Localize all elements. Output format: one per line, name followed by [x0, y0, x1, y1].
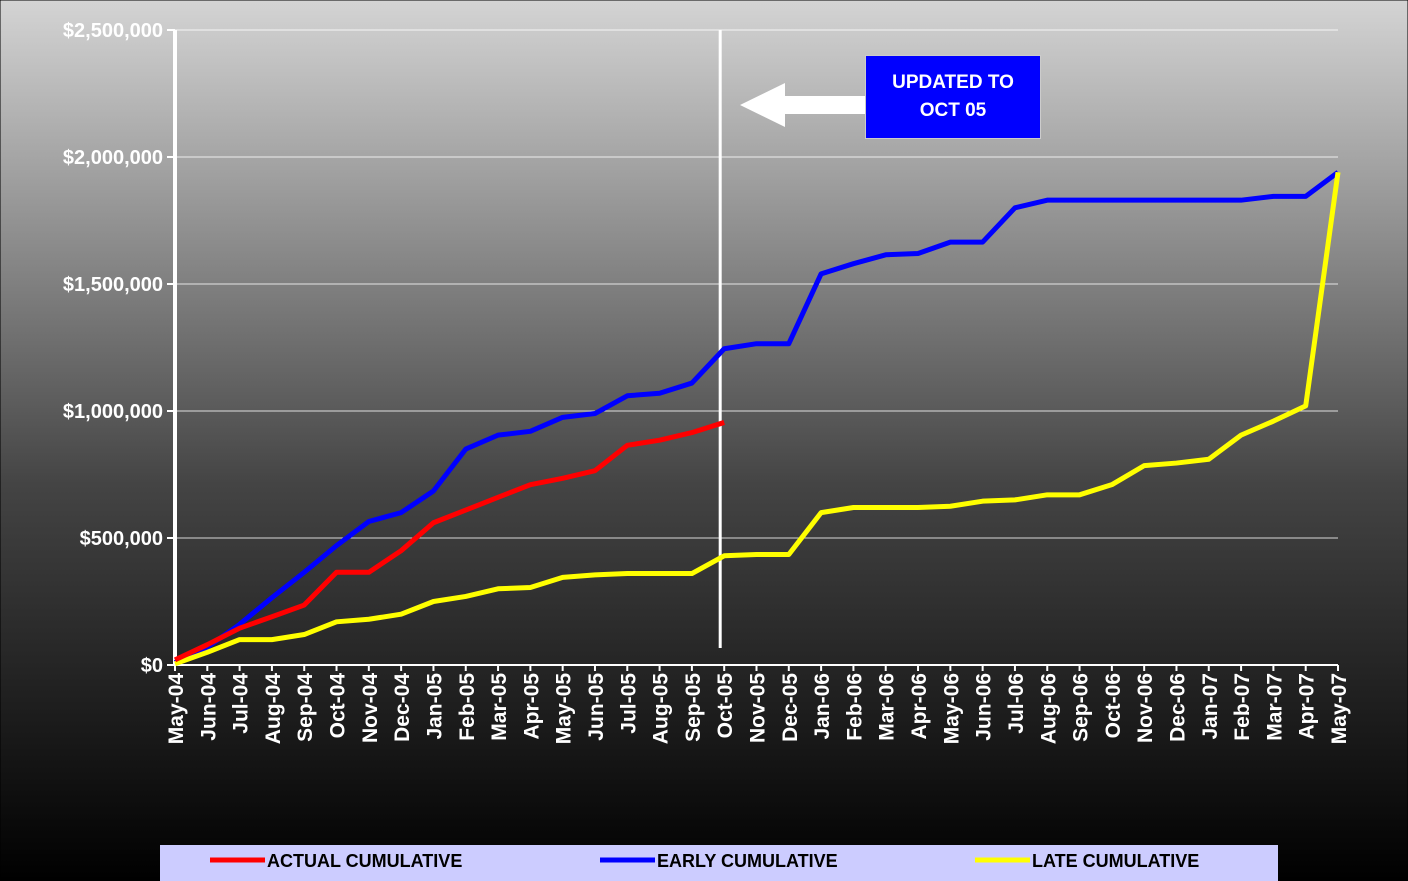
- x-tick-label: Sep-04: [294, 673, 317, 742]
- x-tick-label: Jan-06: [811, 673, 834, 740]
- x-tick-label: Dec-05: [779, 673, 802, 742]
- x-tick-label: Oct-05: [714, 673, 737, 739]
- x-tick-label: Jan-07: [1199, 673, 1222, 740]
- x-tick-label: Aug-06: [1037, 673, 1060, 744]
- x-tick-label: Feb-06: [843, 673, 866, 741]
- y-tick-label: $1,500,000: [63, 274, 163, 296]
- x-tick-label: May-07: [1328, 673, 1351, 744]
- x-tick-label: Apr-06: [908, 673, 931, 740]
- legend-box: [160, 845, 1278, 881]
- x-tick-label: Jul-06: [1005, 673, 1028, 734]
- series-line: [173, 170, 1340, 665]
- x-tick-label: Apr-05: [520, 673, 543, 740]
- x-tick-label: Jun-06: [973, 673, 996, 741]
- x-tick-label: Jun-05: [585, 673, 608, 741]
- x-tick-label: Aug-05: [650, 673, 673, 744]
- x-tick-label: Oct-04: [327, 673, 350, 739]
- x-tick-label: Mar-05: [488, 673, 511, 741]
- y-tick-label: $500,000: [80, 528, 163, 550]
- x-tick-label: Apr-07: [1296, 673, 1319, 740]
- annotation-arrow: [740, 83, 865, 127]
- y-tick-label: $2,500,000: [63, 20, 163, 42]
- legend-label: LATE CUMULATIVE: [1032, 851, 1199, 871]
- x-tick-label: Nov-05: [747, 673, 770, 743]
- series-line: [173, 420, 725, 663]
- x-tick-label: May-05: [553, 673, 576, 745]
- x-tick-label: Feb-05: [456, 673, 479, 741]
- x-tick-label: Nov-06: [1134, 673, 1157, 743]
- series-line: [174, 171, 1341, 667]
- x-tick-label: Mar-07: [1263, 673, 1286, 741]
- x-tick-label: Sep-05: [682, 673, 705, 742]
- y-tick-label: $2,000,000: [63, 147, 163, 169]
- x-tick-label: Sep-06: [1070, 673, 1093, 742]
- x-tick-label: Oct-06: [1102, 673, 1125, 738]
- x-tick-label: Mar-06: [876, 673, 899, 741]
- x-tick-label: Dec-06: [1166, 673, 1189, 742]
- x-tick-label: Jul-04: [230, 673, 253, 734]
- x-tick-label: Jul-05: [617, 673, 640, 734]
- legend-label: EARLY CUMULATIVE: [657, 851, 838, 871]
- x-tick-label: May-06: [940, 673, 963, 744]
- y-tick-label: $0: [141, 655, 163, 677]
- x-tick-label: Nov-04: [359, 673, 382, 743]
- x-tick-label: Aug-04: [262, 673, 285, 744]
- x-tick-label: Jan-05: [423, 673, 446, 740]
- y-tick-label: $1,000,000: [63, 401, 163, 423]
- x-tick-label: Feb-07: [1231, 673, 1254, 741]
- annotation: UPDATED TO OCT 05: [865, 55, 1041, 139]
- x-tick-label: May-04: [165, 673, 188, 745]
- x-tick-label: Jun-04: [197, 673, 220, 741]
- x-tick-label: Dec-04: [391, 673, 414, 742]
- legend-label: ACTUAL CUMULATIVE: [267, 851, 462, 871]
